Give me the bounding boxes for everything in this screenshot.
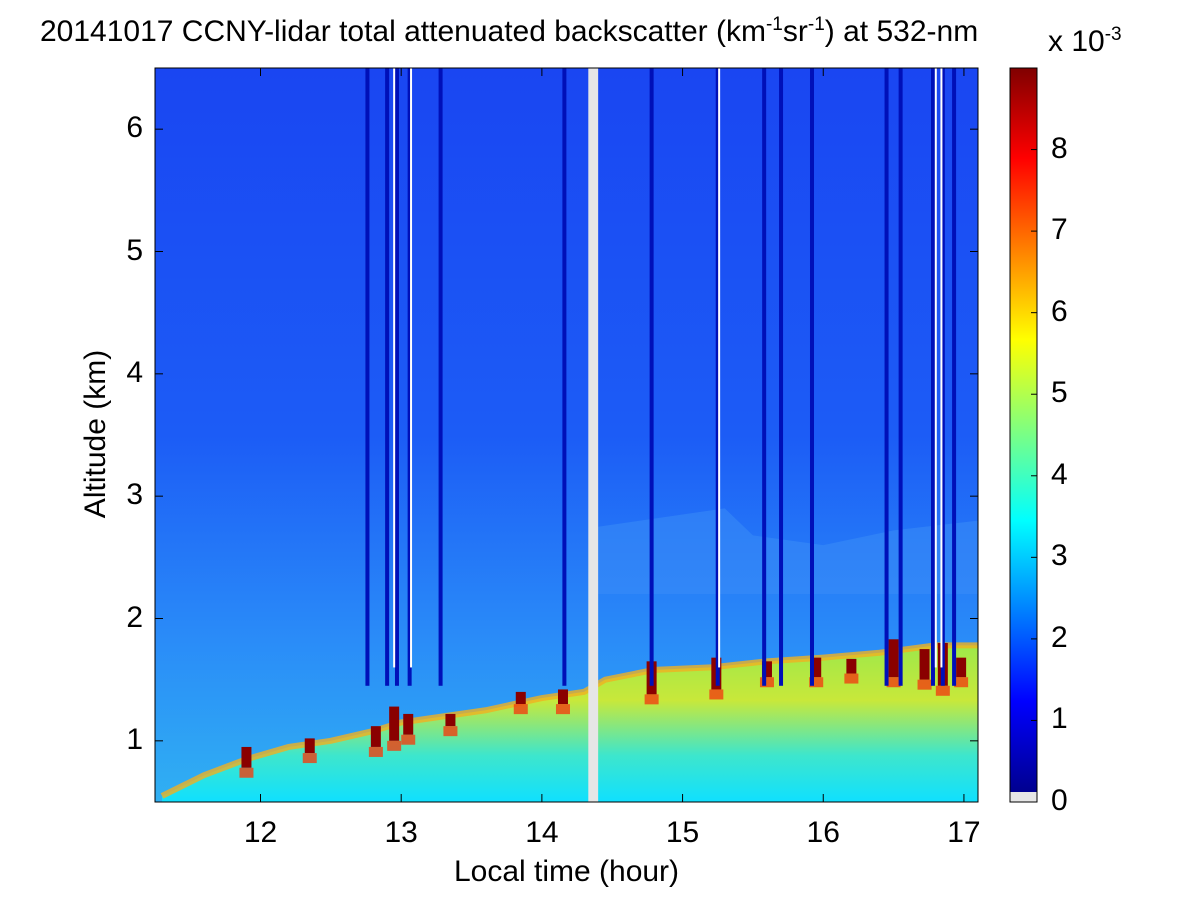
colorbar-tick-label: 7 bbox=[1051, 213, 1068, 247]
attenuated-column bbox=[715, 68, 720, 686]
attenuated-column bbox=[394, 68, 399, 686]
cloud-edge bbox=[555, 704, 570, 715]
cloud-edge bbox=[709, 689, 724, 700]
chart-title: 20141017 CCNY-lidar total attenuated bac… bbox=[40, 14, 979, 48]
x-axis-label: Local time (hour) bbox=[453, 855, 680, 888]
cloud-top bbox=[389, 706, 400, 741]
attenuated-column bbox=[940, 68, 945, 686]
boundary-layer-top bbox=[160, 642, 978, 799]
y-tick-label: 1 bbox=[126, 722, 143, 756]
colorbar-frame bbox=[1009, 67, 1038, 803]
attenuated-column bbox=[898, 68, 903, 686]
missing-column bbox=[393, 68, 396, 668]
cloud-top bbox=[515, 691, 526, 705]
cloud-edge bbox=[401, 734, 416, 745]
missing-column bbox=[718, 68, 721, 668]
colorbar-tick-label: 0 bbox=[1051, 784, 1068, 817]
plot-frame bbox=[154, 67, 979, 803]
cloud-edge bbox=[886, 677, 901, 688]
missing-column bbox=[940, 68, 943, 668]
cloud-edge bbox=[844, 673, 859, 684]
colorbar-tick-label: 8 bbox=[1051, 131, 1068, 165]
cloud-edge bbox=[809, 677, 824, 688]
colorbar-tick-label: 5 bbox=[1051, 376, 1068, 410]
cloud-top bbox=[445, 713, 456, 727]
cloud-edge bbox=[644, 694, 659, 705]
x-tick-label: 15 bbox=[665, 816, 700, 849]
attenuated-column bbox=[365, 68, 370, 686]
axes-frame bbox=[154, 67, 979, 803]
x-tick-label: 12 bbox=[243, 816, 278, 849]
y-tick-label: 6 bbox=[126, 111, 143, 145]
attenuated-column bbox=[809, 68, 814, 686]
attenuated-column bbox=[779, 68, 784, 686]
x-tick-label: 16 bbox=[806, 816, 840, 849]
colorbar bbox=[1009, 67, 1038, 803]
attenuated-column bbox=[438, 68, 443, 686]
cloud-top bbox=[403, 713, 414, 735]
attenuated-column bbox=[649, 68, 654, 686]
boundary-layer bbox=[162, 645, 978, 802]
cloud-edge bbox=[443, 726, 458, 737]
cloud-edge bbox=[954, 677, 969, 688]
colorbar-tick-label: 3 bbox=[1051, 539, 1068, 573]
attenuated-column bbox=[930, 68, 935, 686]
x-tick-label: 13 bbox=[384, 816, 418, 849]
colorbar-tick-label: 1 bbox=[1051, 702, 1068, 736]
cloud-edge bbox=[759, 677, 774, 688]
y-tick-label: 2 bbox=[126, 600, 143, 634]
y-tick-label: 3 bbox=[126, 478, 143, 512]
attenuated-column bbox=[407, 68, 412, 686]
cloud-edge bbox=[513, 704, 528, 715]
cloud-top bbox=[304, 738, 315, 754]
colorbar-tick-label: 4 bbox=[1051, 457, 1068, 491]
cloud-top bbox=[370, 726, 381, 747]
cloud-top bbox=[956, 657, 967, 678]
data-gap bbox=[588, 68, 599, 802]
attenuated-column bbox=[884, 68, 889, 686]
colorbar-low-swatch bbox=[1010, 792, 1037, 802]
cloud-edge bbox=[917, 679, 932, 690]
cloud-edge bbox=[302, 753, 317, 764]
attenuated-column bbox=[385, 68, 390, 686]
attenuated-column bbox=[562, 68, 567, 686]
cloud-edge bbox=[239, 767, 254, 778]
cloud-top bbox=[761, 661, 772, 678]
missing-column bbox=[934, 68, 937, 668]
cloud-top bbox=[557, 689, 568, 705]
colorbar-exponent: x 10-3 bbox=[1048, 24, 1122, 58]
cloud-edge bbox=[368, 746, 383, 757]
y-tick-label: 4 bbox=[126, 355, 143, 389]
missing-column bbox=[410, 68, 413, 668]
attenuated-column bbox=[952, 68, 957, 686]
colorbar-tick-label: 2 bbox=[1051, 620, 1068, 654]
cloud-top bbox=[241, 746, 252, 768]
attenuated-column bbox=[762, 68, 767, 686]
cloud-edge bbox=[935, 685, 950, 696]
heatmap-plot-area bbox=[155, 68, 978, 802]
colorbar-tick-label: 6 bbox=[1051, 294, 1068, 328]
cloud-edge bbox=[387, 740, 402, 751]
cloud-top bbox=[846, 658, 857, 674]
y-tick-label: 5 bbox=[126, 233, 143, 267]
cloud-top bbox=[919, 649, 930, 680]
cloud-top bbox=[811, 657, 822, 678]
aerosol-layer bbox=[598, 508, 978, 595]
colorbar-gradient bbox=[1010, 68, 1037, 792]
cloud-top bbox=[888, 639, 899, 678]
x-tick-label: 14 bbox=[525, 816, 559, 849]
x-tick-label: 17 bbox=[947, 816, 981, 849]
